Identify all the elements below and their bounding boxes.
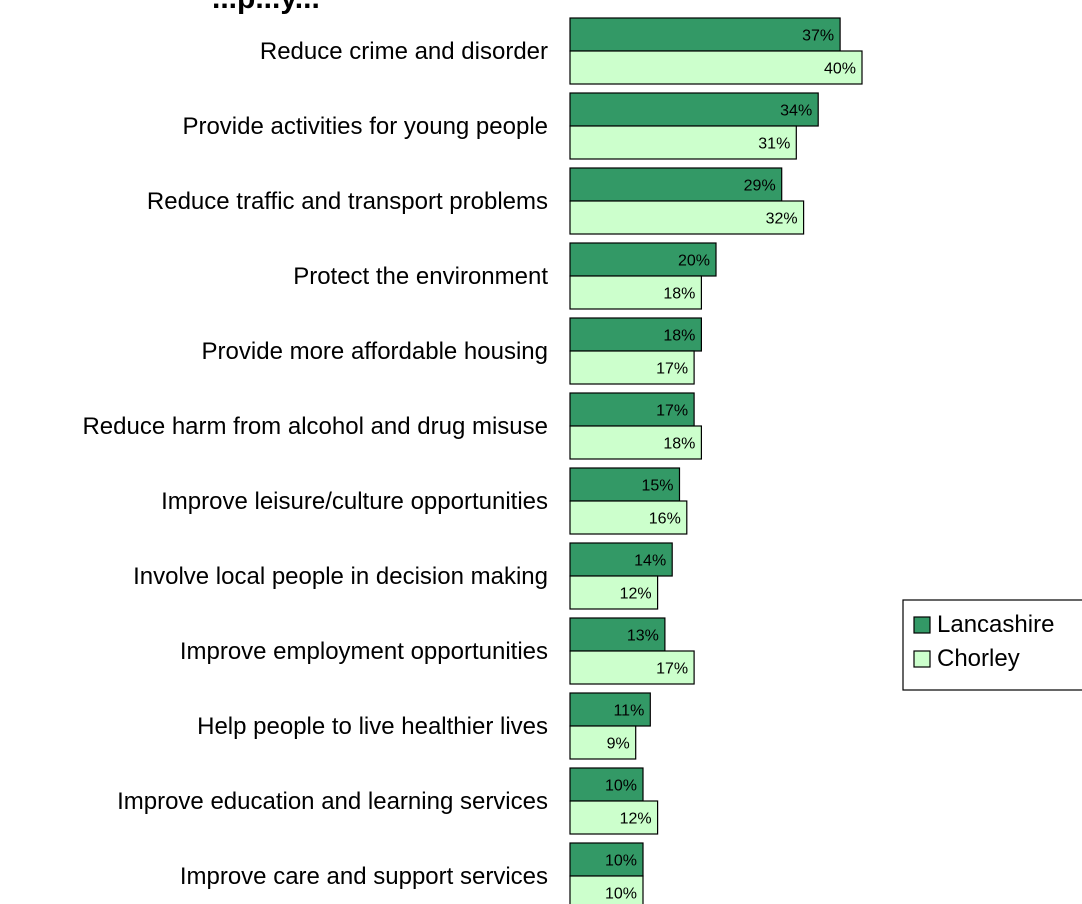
category-label: Reduce crime and disorder: [260, 38, 548, 65]
bar-chorley: [569, 500, 688, 535]
data-label-lancashire: 17%: [656, 403, 688, 420]
data-label-lancashire: 10%: [605, 778, 637, 795]
legend-label-lancashire: Lancashire: [937, 611, 1054, 638]
data-label-lancashire: 29%: [744, 178, 776, 195]
bar-lancashire: [569, 767, 644, 802]
data-label-lancashire: 15%: [641, 478, 673, 495]
data-label-chorley: 17%: [656, 361, 688, 378]
bar-chorley: [569, 875, 644, 904]
category-label: Improve care and support services: [180, 863, 548, 890]
legend-swatch-lancashire: [913, 616, 931, 634]
bars: 37% 40% 34% 31% 29% 32% 20% 18% 18% 17% 17% 18% 15% 1…: [569, 17, 863, 904]
data-label-chorley: 31%: [758, 136, 790, 153]
bar-lancashire: [569, 842, 644, 877]
category-label: Protect the environment: [293, 263, 548, 290]
bar-lancashire: [569, 167, 783, 202]
chart-title-fragment: ...p...y...: [212, 0, 320, 15]
bar-chorley: [569, 575, 659, 610]
bar-chorley: [569, 350, 695, 385]
data-label-chorley: 12%: [620, 586, 652, 603]
category-label: Help people to live healthier lives: [197, 713, 548, 740]
bar-chorley: [569, 275, 702, 310]
category-label: Improve employment opportunities: [180, 638, 548, 665]
legend-swatch-chorley: [913, 650, 931, 668]
category-label: Reduce harm from alcohol and drug misuse: [82, 413, 548, 440]
bar-lancashire: [569, 17, 841, 52]
data-label-lancashire: 11%: [613, 703, 644, 720]
chart-title-fragment-text: ...p...y...: [212, 0, 320, 15]
category-label: Provide activities for young people: [182, 113, 548, 140]
data-label-lancashire: 37%: [802, 28, 834, 45]
legend-label-chorley: Chorley: [937, 645, 1020, 672]
category-label: Improve education and learning services: [117, 788, 548, 815]
data-label-chorley: 10%: [605, 886, 637, 903]
bar-chorley: [569, 650, 695, 685]
data-label-chorley: 32%: [766, 211, 798, 228]
bar-chorley: [569, 50, 863, 85]
bar-chorley: [569, 425, 702, 460]
data-label-chorley: 17%: [656, 661, 688, 678]
bar-lancashire: [569, 92, 819, 127]
bar-chorley: [569, 200, 805, 235]
data-label-lancashire: 10%: [605, 853, 637, 870]
data-label-lancashire: 20%: [678, 253, 710, 270]
category-labels: Reduce crime and disorder Provide activit…: [82, 38, 548, 890]
data-label-chorley: 40%: [824, 61, 856, 78]
data-label-lancashire: 14%: [634, 553, 666, 570]
legend: Lancashire Chorley: [902, 599, 1082, 691]
category-label: Reduce traffic and transport problems: [147, 188, 548, 215]
data-label-chorley: 12%: [620, 811, 652, 828]
bar-chorley: [569, 125, 797, 160]
data-label-lancashire: 34%: [780, 103, 812, 120]
bar-lancashire: [569, 692, 651, 727]
category-label: Improve leisure/culture opportunities: [161, 488, 548, 515]
data-label-chorley: 9%: [607, 736, 630, 753]
bar-chorley: [569, 800, 659, 835]
data-label-chorley: 18%: [663, 286, 695, 303]
data-label-lancashire: 13%: [627, 628, 659, 645]
bar-lancashire: [569, 467, 681, 502]
data-label-chorley: 18%: [663, 436, 695, 453]
category-label: Involve local people in decision making: [133, 563, 548, 590]
category-label: Provide more affordable housing: [202, 338, 548, 365]
legend-box: [902, 599, 1082, 691]
data-label-lancashire: 18%: [663, 328, 695, 345]
bar-chorley: [569, 725, 637, 760]
data-label-chorley: 16%: [649, 511, 681, 528]
